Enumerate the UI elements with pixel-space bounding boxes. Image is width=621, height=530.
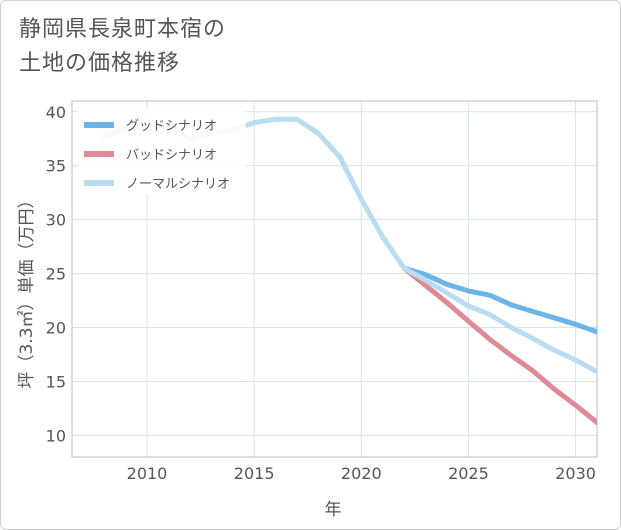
y-axis-title: 坪（3.3㎡）単価（万円） xyxy=(17,191,37,388)
y-tick-label: 30 xyxy=(46,211,66,230)
series-line-0 xyxy=(401,265,597,335)
y-tick-label: 40 xyxy=(46,103,66,122)
x-tick-label: 2015 xyxy=(234,464,275,483)
y-tick-label: 15 xyxy=(46,372,66,391)
x-axis-title: 年 xyxy=(325,500,342,520)
x-tick-label: 2020 xyxy=(341,464,382,483)
chart-title-line2: 土地の価格推移 xyxy=(19,51,181,76)
y-tick-label: 25 xyxy=(46,265,66,284)
y-tick-label: 35 xyxy=(46,157,66,176)
legend-label-0: グッドシナリオ xyxy=(126,119,217,134)
x-tick-label: 2025 xyxy=(448,464,489,483)
chart-title-line1: 静岡県長泉町本宿の xyxy=(19,17,227,42)
y-tick-label: 20 xyxy=(46,319,66,338)
x-tick-label: 2030 xyxy=(555,464,596,483)
legend-label-2: ノーマルシナリオ xyxy=(126,177,230,192)
series-line-1 xyxy=(401,265,597,425)
chart-title: 静岡県長泉町本宿の 土地の価格推移 xyxy=(19,13,226,81)
x-tick-label: 2010 xyxy=(127,464,168,483)
y-tick-label: 10 xyxy=(46,426,66,445)
legend-label-1: バッドシナリオ xyxy=(126,148,217,163)
plot-area-border xyxy=(71,100,598,458)
